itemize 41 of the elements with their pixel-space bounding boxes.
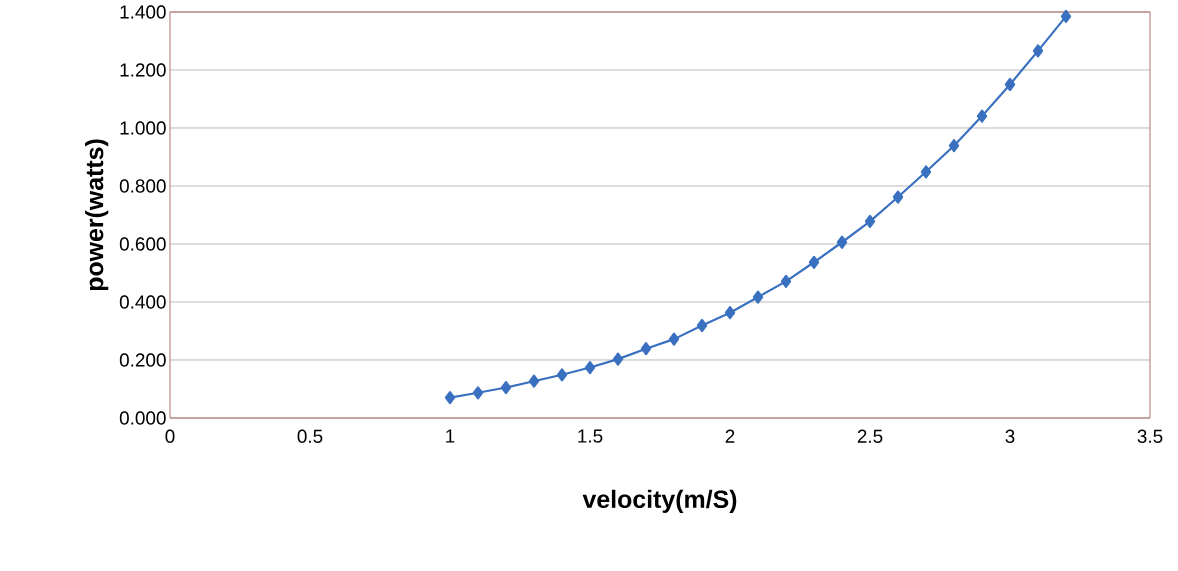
- point: [724, 306, 736, 320]
- y-tick-label: 1.000: [120, 121, 166, 135]
- point: [472, 386, 484, 400]
- y-tick-label: 0.000: [119, 411, 166, 425]
- x-tick-label: 2: [725, 429, 735, 443]
- point: [1004, 77, 1016, 92]
- x-tick-label: 0.5: [297, 429, 323, 443]
- point: [836, 235, 848, 249]
- point: [1060, 9, 1072, 23]
- x-axis-title: velocity(m/S): [582, 489, 737, 513]
- point: [584, 360, 596, 375]
- y-tick-label: 0.600: [119, 237, 166, 251]
- point: [1032, 44, 1044, 58]
- point: [920, 165, 932, 179]
- point: [640, 342, 652, 356]
- x-tick-label: 0: [165, 429, 175, 443]
- x-tick-label: 3.5: [1137, 429, 1163, 443]
- y-tick-label: 0.800: [119, 179, 166, 193]
- point: [668, 332, 680, 346]
- point: [528, 374, 540, 388]
- point: [556, 368, 568, 382]
- point: [696, 318, 708, 333]
- point: [500, 380, 512, 395]
- point: [752, 290, 764, 304]
- point: [976, 109, 988, 123]
- y-tick-label: 1.400: [120, 5, 166, 19]
- point: [892, 190, 904, 204]
- y-tick-label: 0.400: [119, 295, 166, 309]
- x-tick-label: 2.5: [857, 429, 883, 443]
- x-tick-label: 3: [1005, 429, 1015, 443]
- y-tick-label: 1.200: [120, 63, 166, 77]
- x-tick-label: 1.5: [578, 429, 603, 443]
- point: [612, 352, 624, 366]
- point: [948, 139, 960, 153]
- point: [780, 274, 792, 288]
- y-tick-label: 0.200: [119, 353, 166, 367]
- point: [808, 255, 820, 269]
- point: [864, 214, 876, 228]
- x-tick-label: 1: [446, 429, 455, 443]
- point: [444, 391, 456, 405]
- y-axis-title: power(watts): [85, 139, 109, 291]
